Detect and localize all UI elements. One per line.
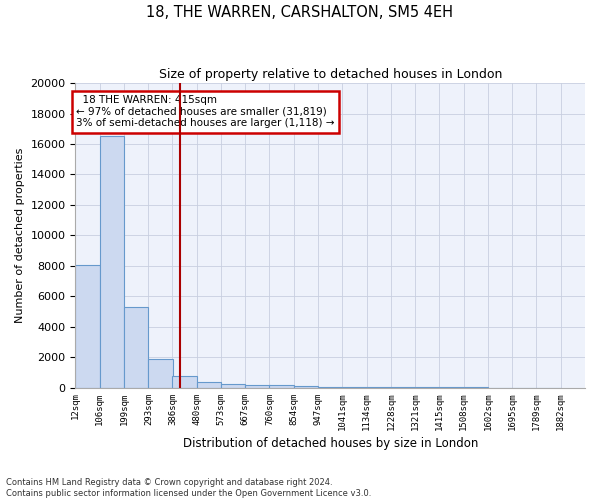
Bar	[318, 387, 343, 388]
Text: Contains HM Land Registry data © Crown copyright and database right 2024.
Contai: Contains HM Land Registry data © Crown c…	[6, 478, 371, 498]
Y-axis label: Number of detached properties: Number of detached properties	[15, 148, 25, 323]
Text: 18, THE WARREN, CARSHALTON, SM5 4EH: 18, THE WARREN, CARSHALTON, SM5 4EH	[146, 5, 454, 20]
Bar	[172, 376, 197, 388]
Bar	[245, 384, 270, 388]
Bar	[76, 265, 100, 388]
Bar	[100, 136, 124, 388]
Bar	[124, 307, 148, 388]
Bar	[221, 384, 245, 388]
Text: 18 THE WARREN: 415sqm
← 97% of detached houses are smaller (31,819)
3% of semi-d: 18 THE WARREN: 415sqm ← 97% of detached …	[76, 95, 334, 128]
X-axis label: Distribution of detached houses by size in London: Distribution of detached houses by size …	[182, 437, 478, 450]
Bar	[148, 360, 173, 388]
Title: Size of property relative to detached houses in London: Size of property relative to detached ho…	[158, 68, 502, 80]
Bar	[197, 382, 221, 388]
Bar	[294, 386, 318, 388]
Bar	[269, 384, 294, 388]
